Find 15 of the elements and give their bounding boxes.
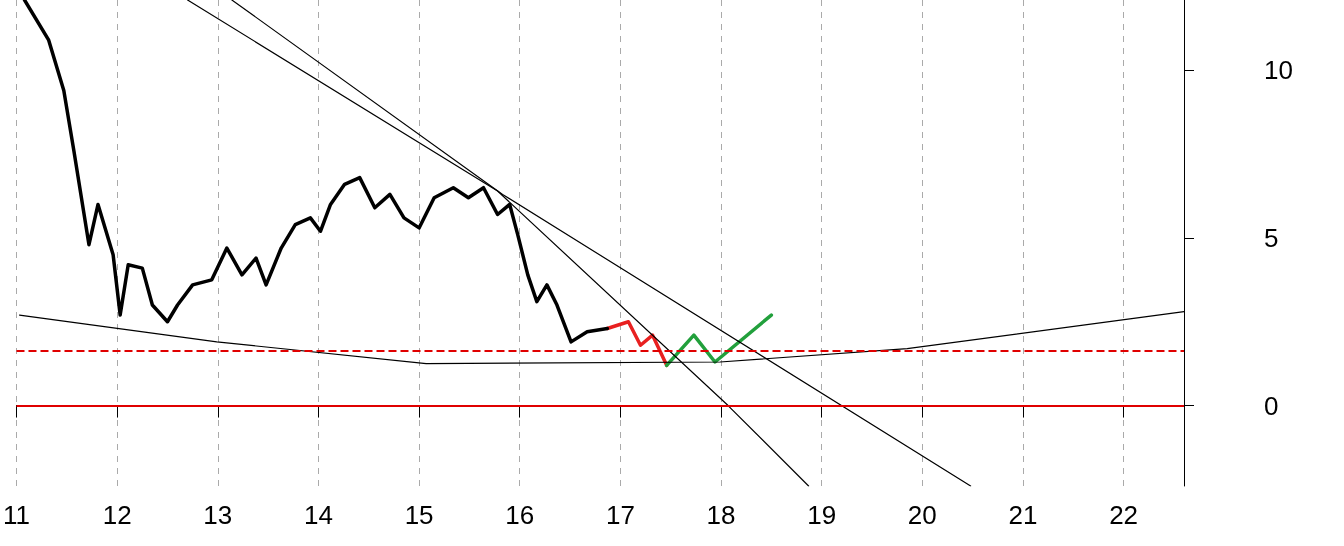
x-tick-label: 21 [1008, 500, 1038, 530]
x-tick-label: 12 [102, 500, 132, 530]
x-tick-label: 16 [505, 500, 535, 530]
y-tick-label: 0 [1264, 390, 1279, 421]
x-tick-label: 11 [3, 500, 30, 530]
x-tick-label: 14 [303, 500, 333, 530]
x-tick-label: 22 [1109, 500, 1139, 530]
x-tick-label: 19 [807, 500, 837, 530]
x-tick-label: 18 [706, 500, 736, 530]
x-tick-label: 20 [907, 500, 937, 530]
x-tick-label: 15 [404, 500, 434, 530]
y-tick-label: 5 [1264, 222, 1279, 253]
x-tick-label: 13 [203, 500, 233, 530]
x-tick-label: 17 [605, 500, 635, 530]
y-tick-label: 10 [1264, 55, 1293, 86]
